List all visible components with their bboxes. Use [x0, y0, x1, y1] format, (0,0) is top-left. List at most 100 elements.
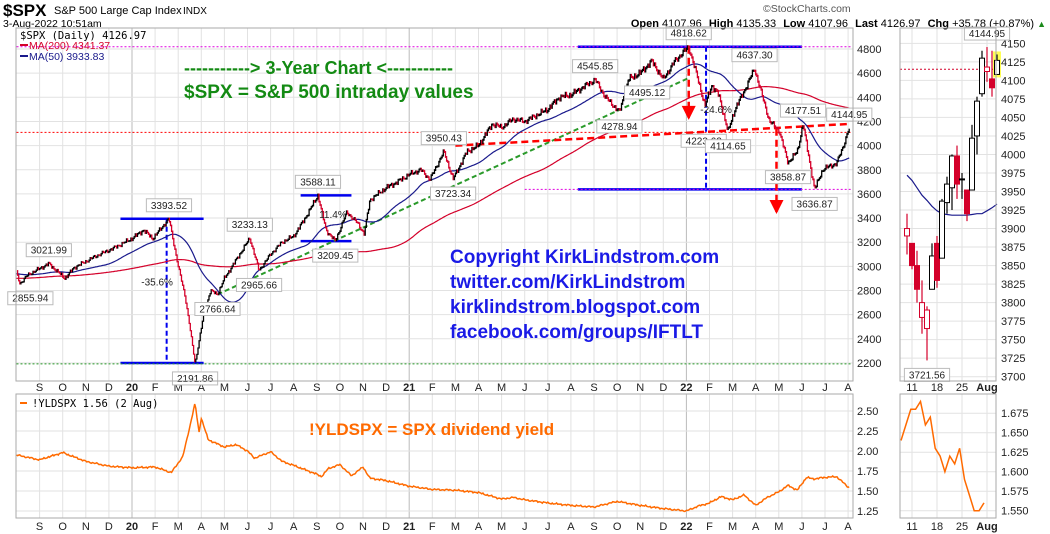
month-label: M [451, 521, 460, 533]
price-callout: 4818.62 [671, 29, 708, 40]
candle-body [954, 155, 960, 185]
price-callout: 2766.64 [199, 304, 236, 315]
price-callout-box [235, 277, 283, 292]
copyright-line: facebook.com/groups/IFTLT [450, 322, 703, 343]
inset-date-label: Aug [976, 521, 997, 533]
symbol: $SPX [3, 1, 47, 20]
month-label: D [382, 382, 390, 394]
candle-body [919, 302, 925, 318]
price-callout: 3950.43 [426, 134, 463, 145]
month-label: O [613, 382, 622, 394]
month-label: M [774, 521, 783, 533]
index-name: S&P 500 Large Cap Index [54, 5, 182, 17]
inset-yield-tick-label: 1.675 [1001, 408, 1029, 420]
inset-tick-label: 4100 [1001, 75, 1025, 87]
price-callout-box [294, 174, 342, 189]
month-label: M [220, 521, 229, 533]
annotation-line [217, 77, 690, 296]
inset-date-label: 18 [931, 382, 943, 394]
candle-body [969, 137, 975, 191]
month-label: N [359, 521, 367, 533]
inset-tick-label: 3950 [1001, 187, 1025, 199]
month-label: 22 [680, 382, 692, 394]
price-callout: 3209.45 [317, 251, 354, 262]
month-label: 20 [126, 382, 138, 394]
red-arrow-icon [769, 200, 784, 215]
inset-yield-tick-label: 1.650 [1001, 428, 1029, 440]
month-label: J [268, 382, 274, 394]
inset-date-label: 18 [931, 521, 943, 533]
month-label: A [844, 521, 852, 533]
annotations [16, 45, 996, 365]
inset-date-label: 25 [956, 382, 968, 394]
month-label: 21 [403, 521, 415, 533]
price-callout: 3588.11 [300, 177, 336, 188]
yield-tick-label: 1.25 [857, 506, 878, 518]
month-label: M [497, 382, 506, 394]
datetime: 3-Aug-2022 10:51am [3, 18, 102, 30]
candle-body [914, 265, 920, 290]
price-callout: 3723.34 [435, 189, 472, 200]
month-label: 21 [403, 382, 415, 394]
inset-tick-label: 3750 [1001, 335, 1025, 347]
quote-bar: Open 4107.96 High 4135.33 Low 4107.96 La… [631, 18, 1046, 30]
month-label: M [174, 382, 183, 394]
month-label: A [844, 382, 852, 394]
month-label: N [359, 382, 367, 394]
inset-tick-label: 4075 [1001, 94, 1025, 106]
price-callout-box [194, 301, 241, 316]
series [16, 45, 1001, 513]
price-callout-box [596, 119, 643, 134]
month-label: O [58, 521, 67, 533]
price-callout: 4177.51 [785, 106, 822, 117]
month-label: S [36, 382, 43, 394]
percent-change-label: 11.4% [319, 210, 347, 221]
open-label: Open [631, 18, 659, 30]
month-label: F [152, 521, 159, 533]
inset-tick-label: 4125 [1001, 57, 1025, 69]
candle-body [959, 178, 965, 181]
inset-date-label: 25 [956, 521, 968, 533]
inset-tick-label: 3925 [1001, 205, 1025, 217]
month-label: N [636, 382, 644, 394]
month-label: M [728, 521, 737, 533]
up-arrow-icon: ▲ [1037, 19, 1046, 29]
price-callout: 4495.12 [629, 88, 666, 99]
inset-tick-label: 3775 [1001, 316, 1025, 328]
stockcharts-copyright: ©StockCharts.com [763, 3, 851, 15]
y-tick-label: 2600 [857, 310, 881, 322]
month-label: J [245, 521, 251, 533]
last-value: 4126.97 [881, 18, 921, 30]
annotation-line [455, 122, 851, 147]
copyright-line: twitter.com/KirkLindstrom [450, 272, 685, 293]
candle-body [934, 242, 940, 281]
inset-tick-label: 4000 [1001, 149, 1025, 161]
price-callout-box [572, 59, 619, 74]
month-label: N [82, 521, 90, 533]
legend-price: $SPX (Daily) 4126.97 [20, 30, 146, 42]
month-label: S [313, 382, 320, 394]
month-label: A [752, 382, 760, 394]
candle-body [994, 59, 1000, 75]
price-callout-box [171, 371, 219, 386]
copyright-line: kirklindstrom.blogspot.com [450, 297, 700, 318]
inset-yield-line [900, 399, 985, 512]
month-label: J [822, 382, 828, 394]
inset-ma50-line [906, 174, 998, 216]
inset-tick-label: 3825 [1001, 279, 1025, 291]
legend-yield: !YLDSPX 1.56 (2 Aug) [32, 398, 158, 410]
price-callout: 2191.86 [177, 374, 214, 385]
y-tick-label: 2400 [857, 334, 881, 346]
high-value: 4135.33 [736, 18, 776, 30]
month-label: D [382, 521, 390, 533]
month-label: M [451, 382, 460, 394]
price-callout: 3233.13 [232, 220, 269, 231]
month-label: A [567, 521, 575, 533]
price-callout: 4637.30 [736, 51, 773, 62]
price-callout-box [226, 217, 273, 232]
inset-price-frame [899, 27, 997, 382]
price-callout: 3721.56 [909, 370, 946, 381]
price-callout: 2965.66 [241, 280, 278, 291]
price-callout-box [779, 103, 827, 118]
copyright-line: Copyright KirkLindstrom.com [450, 247, 719, 268]
